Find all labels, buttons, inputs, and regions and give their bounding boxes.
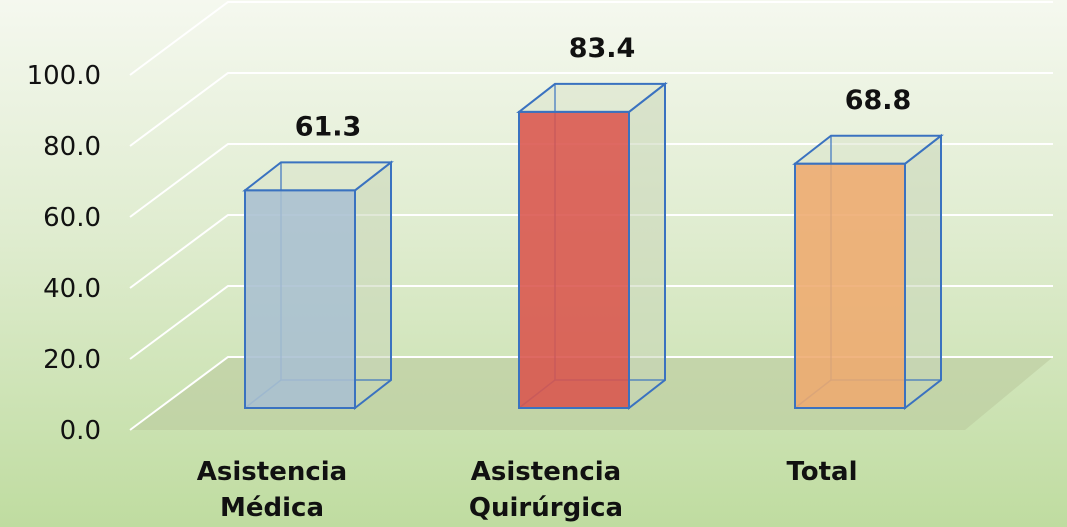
y-tick-label: 0.0 bbox=[60, 416, 101, 446]
bar-side-face bbox=[904, 133, 942, 411]
y-tick-label: 40.0 bbox=[43, 274, 101, 304]
bar bbox=[518, 110, 630, 410]
gridline bbox=[129, 285, 1053, 360]
bar-side-face bbox=[354, 160, 392, 411]
gridline bbox=[129, 72, 1053, 147]
gridline bbox=[129, 143, 1053, 218]
x-tick-label: Total bbox=[786, 457, 857, 487]
bar bbox=[794, 162, 906, 409]
y-tick-label: 80.0 bbox=[43, 132, 101, 162]
x-tick-label: Asistencia Quirúrgica bbox=[469, 457, 623, 523]
bar bbox=[244, 189, 356, 409]
data-label: 61.3 bbox=[295, 111, 362, 142]
gridline bbox=[129, 356, 1053, 431]
y-tick-label: 100.0 bbox=[27, 61, 101, 91]
x-tick-label: Asistencia Médica bbox=[197, 457, 347, 523]
gridline bbox=[129, 214, 1053, 289]
y-tick-label: 20.0 bbox=[43, 345, 101, 375]
y-tick-label: 60.0 bbox=[43, 203, 101, 233]
gridline bbox=[129, 0, 1053, 76]
data-label: 83.4 bbox=[569, 33, 636, 64]
bar-side-face bbox=[628, 81, 666, 411]
data-label: 68.8 bbox=[845, 85, 912, 116]
